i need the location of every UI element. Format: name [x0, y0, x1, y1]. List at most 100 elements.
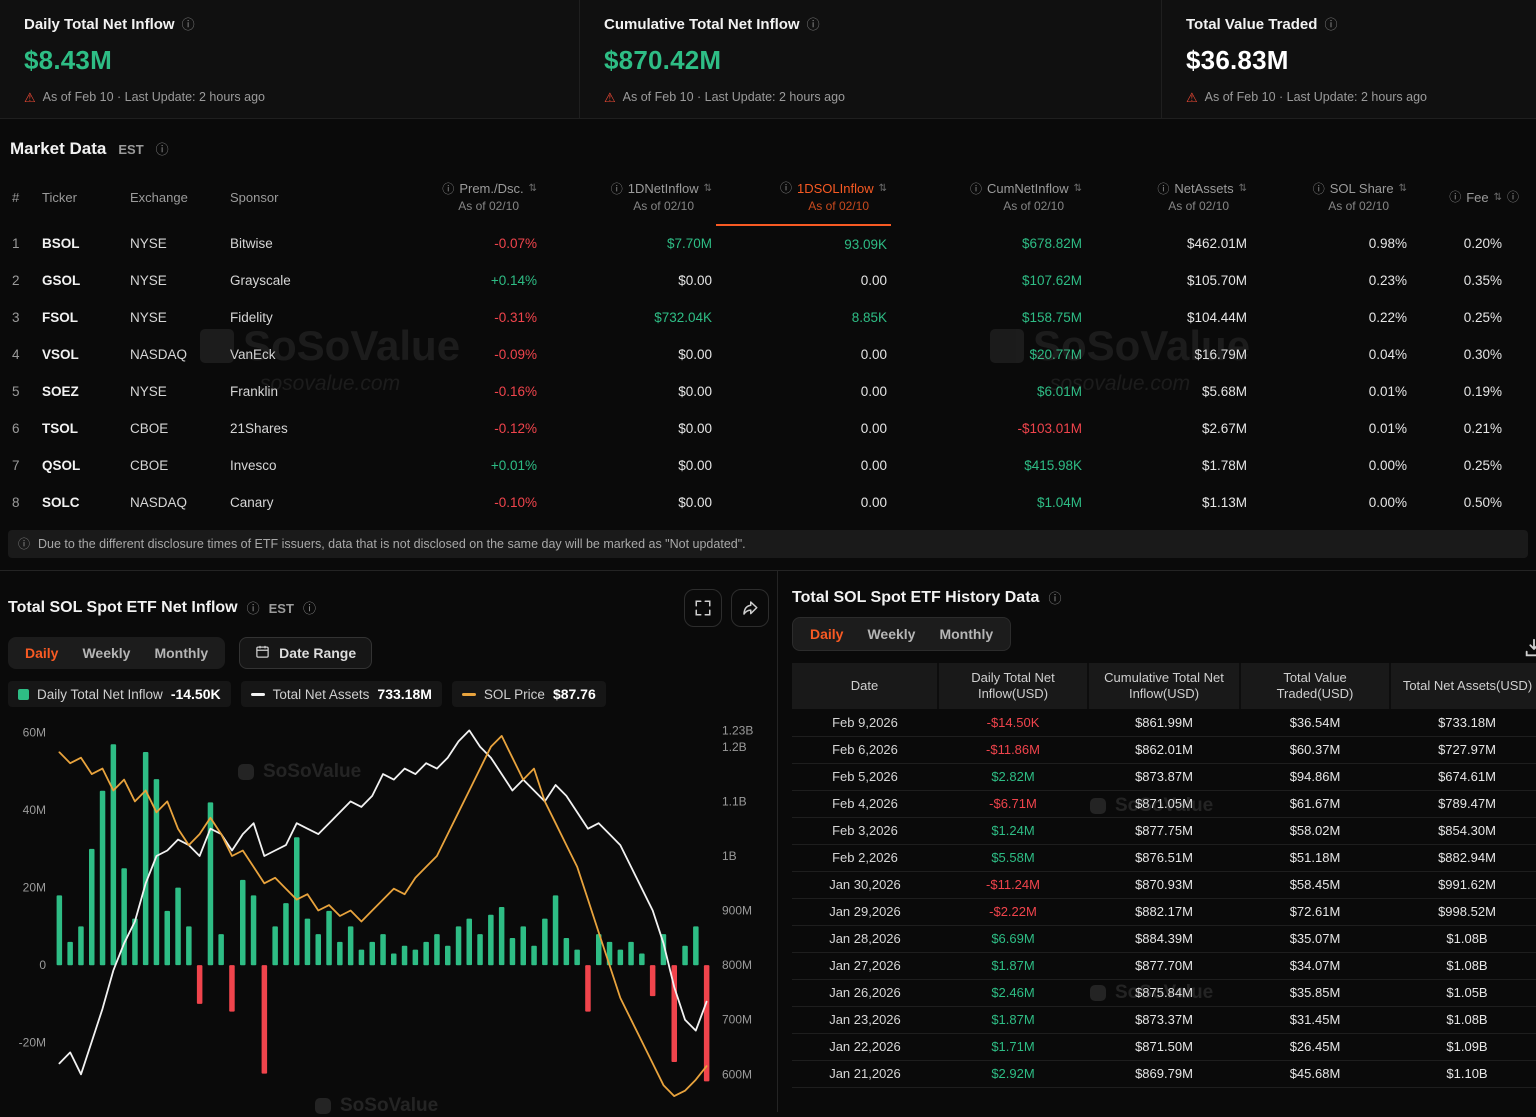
info-icon[interactable]: ⓘ [1048, 590, 1062, 606]
as-of-label: As of 02/10 [808, 198, 869, 213]
market-data-section: Market Data EST ⓘ # Ticker Exchange Sponsor… [0, 119, 1536, 558]
history-period-tabs: Daily Weekly Monthly [792, 617, 1012, 651]
cell-sponsor: Franklin [230, 384, 279, 399]
info-icon[interactable]: ⓘ [1312, 181, 1325, 196]
info-icon[interactable]: ⓘ [610, 181, 623, 196]
history-table-body: Feb 9,2026 -$14.50K $861.99M $36.54M $733.18… [792, 709, 1536, 1088]
legend-item-sol-price[interactable]: SOL Price $87.76 [451, 681, 606, 707]
sort-icon[interactable]: ⇅ [878, 182, 887, 194]
info-icon[interactable]: ⓘ [302, 600, 316, 616]
info-icon[interactable]: ⓘ [969, 181, 982, 196]
market-col-netassets[interactable]: ⓘ NetAssets ⇅ As of 02/10 [1086, 169, 1251, 225]
inflow-bar [455, 926, 462, 966]
inflow-chart-title: Total SOL Spot ETF Net Inflow [8, 599, 238, 616]
cell-value-traded: $34.07M [1240, 952, 1390, 980]
inflow-bar [488, 914, 494, 966]
market-col-sol-share[interactable]: ⓘ SOL Share ⇅ As of 02/10 [1251, 169, 1411, 225]
inflow-bar [401, 945, 408, 966]
sort-icon[interactable]: ⇅ [1398, 183, 1407, 194]
cell-prem-dsc: -0.10% [494, 495, 537, 510]
tab-daily[interactable]: Daily [799, 622, 854, 646]
cell-net-assets: $674.61M [1390, 763, 1536, 791]
inflow-bar [649, 965, 656, 997]
history-col-3: Total Value Traded(USD) [1240, 663, 1391, 709]
sort-icon[interactable]: ⇅ [528, 183, 537, 194]
cell-extra [1506, 447, 1528, 484]
cell-date: Jan 29,2026 [792, 898, 938, 926]
legend-item-daily-total-net-inflow[interactable]: Daily Total Net Inflow -14.50K [8, 681, 231, 707]
date-range-button[interactable]: Date Range [239, 637, 373, 669]
inflow-bar [391, 953, 397, 966]
inflow-bar [89, 848, 95, 966]
info-icon[interactable]: ⓘ [181, 17, 195, 32]
info-icon[interactable]: ⓘ [1506, 190, 1519, 204]
cell-prem-dsc: +0.01% [490, 458, 537, 473]
cell-ticker[interactable]: QSOL [42, 458, 81, 473]
cell-ticker[interactable]: BSOL [42, 236, 80, 251]
info-icon[interactable]: ⓘ [1449, 190, 1462, 204]
market-col-1dsolinflow[interactable]: ⓘ 1DSOLInflow ⇅ As of 02/10 [716, 169, 891, 226]
cell-1d-net-inflow: $0.00 [678, 458, 712, 473]
cell-net-assets: $854.30M [1390, 817, 1536, 845]
market-col-sponsor-label: Sponsor [230, 189, 279, 205]
cell-ticker[interactable]: SOLC [42, 495, 80, 510]
series-marker-icon [461, 692, 476, 696]
info-icon[interactable]: ⓘ [246, 600, 260, 616]
inflow-bar [347, 926, 354, 966]
cell-ticker[interactable]: VSOL [42, 347, 79, 362]
sort-icon[interactable]: ⇅ [703, 183, 712, 194]
history-row: Feb 3,2026 $1.24M $877.75M $58.02M $854.30M [792, 817, 1536, 845]
inflow-bar [542, 918, 548, 966]
cell-value-traded: $31.45M [1240, 1006, 1390, 1034]
tab-monthly[interactable]: Monthly [928, 622, 1004, 646]
market-col-cumnetinflow[interactable]: ⓘ CumNetInflow ⇅ As of 02/10 [891, 169, 1086, 225]
cell-sol-share: 0.00% [1368, 495, 1407, 510]
cell-prem-dsc: -0.16% [494, 384, 537, 399]
cell-daily-inflow: $1.71M [938, 1033, 1088, 1061]
cell-1d-sol-inflow: 0.00 [860, 495, 887, 510]
cell-ticker[interactable]: TSOL [42, 421, 78, 436]
tab-daily[interactable]: Daily [14, 641, 69, 665]
cell-ticker[interactable]: FSOL [42, 310, 78, 325]
inflow-bar [563, 938, 570, 966]
sort-icon[interactable]: ⇅ [1493, 191, 1502, 203]
legend-item-total-net-assets[interactable]: Total Net Assets 733.18M [240, 681, 442, 707]
cell-value-traded: $60.37M [1240, 736, 1390, 764]
inflow-bar [466, 918, 472, 966]
market-col-1dnetinflow[interactable]: ⓘ 1DNetInflow ⇅ As of 02/10 [541, 169, 716, 225]
info-icon[interactable]: ⓘ [155, 141, 169, 157]
tab-weekly[interactable]: Weekly [71, 641, 141, 665]
download-button[interactable] [1523, 637, 1536, 662]
fullscreen-button[interactable] [684, 589, 722, 627]
history-row: Feb 4,2026 -$6.71M $871.05M $61.67M $789.47M [792, 790, 1536, 818]
sort-icon[interactable]: ⇅ [1073, 183, 1082, 194]
tab-monthly[interactable]: Monthly [143, 641, 219, 665]
inflow-bar [207, 802, 214, 966]
share-button[interactable] [731, 589, 769, 627]
cell-sponsor: Bitwise [230, 236, 273, 251]
as-of-label: As of 02/10 [1003, 199, 1064, 213]
market-col-prem-dsc-[interactable]: ⓘ Prem./Dsc. ⇅ As of 02/10 [376, 169, 541, 225]
info-icon[interactable]: ⓘ [780, 181, 793, 195]
cell-fee: 0.20% [1463, 236, 1502, 251]
cell-ticker[interactable]: GSOL [42, 273, 81, 288]
series-line-total-net-assets [58, 729, 708, 1076]
cell-fee: 0.35% [1463, 273, 1502, 288]
sort-icon[interactable]: ⇅ [1238, 183, 1247, 194]
inflow-bar [283, 903, 289, 966]
cell-ticker[interactable]: SOEZ [42, 384, 79, 399]
info-icon[interactable]: ⓘ [806, 17, 820, 32]
info-icon[interactable]: ⓘ [1324, 17, 1338, 32]
svg-text:1.2B: 1.2B [722, 740, 747, 754]
info-icon[interactable]: ⓘ [1157, 181, 1170, 196]
info-icon: ⓘ [18, 537, 31, 551]
market-col-fee[interactable]: ⓘ Fee ⇅ [1411, 169, 1506, 225]
cell-fee: 0.50% [1463, 495, 1502, 510]
as-of-label: As of 02/10 [458, 199, 519, 213]
info-icon[interactable]: ⓘ [442, 181, 455, 196]
inflow-bar [509, 938, 516, 966]
cell-net-assets: $1.09B [1390, 1033, 1536, 1061]
cell-date: Jan 26,2026 [792, 979, 938, 1007]
tab-weekly[interactable]: Weekly [856, 622, 926, 646]
